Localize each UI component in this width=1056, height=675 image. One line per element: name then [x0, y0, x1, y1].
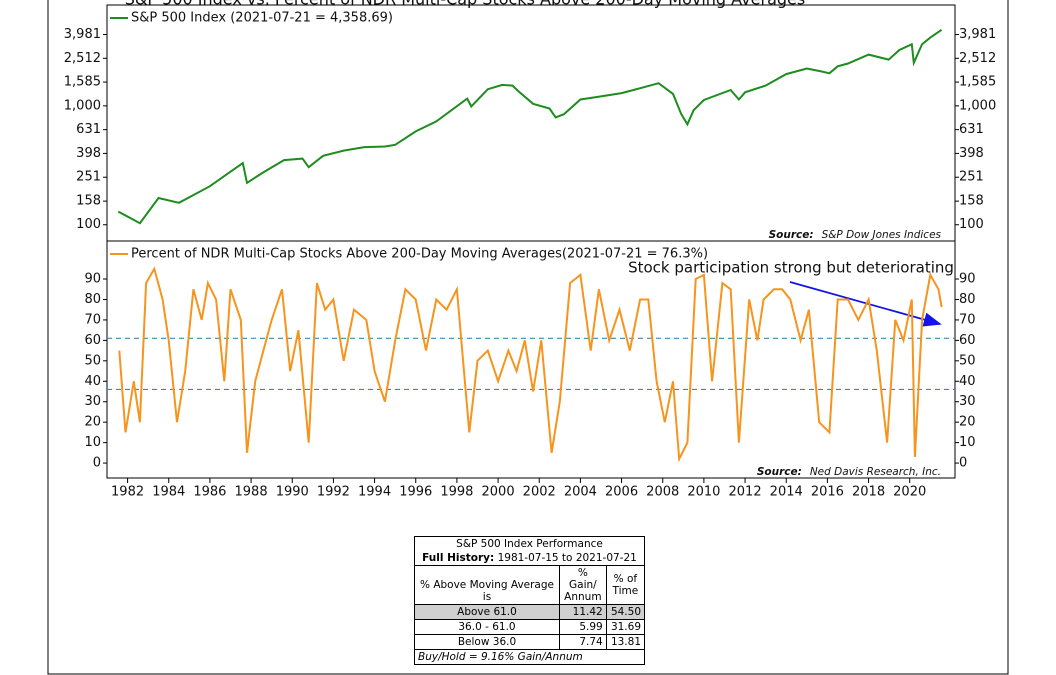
source-label: Source: — [769, 229, 814, 241]
y-tick-label: 0 — [959, 456, 967, 471]
y-tick-label: 70 — [84, 312, 101, 327]
chart-title: S&P 500 Index vs. Percent of NDR Multi-C… — [125, 0, 805, 9]
legend-label: S&P 500 Index (2021-07-21 = 4,358.69) — [131, 11, 393, 26]
y-tick-label: 70 — [959, 312, 976, 327]
x-tick-label: 1990 — [276, 485, 309, 500]
y-tick-label: 90 — [84, 272, 101, 287]
y-tick-label: 30 — [84, 394, 101, 409]
y-tick-label: 10 — [84, 435, 101, 450]
y-tick-label: 1,000 — [64, 98, 101, 113]
y-tick-label: 2,512 — [64, 51, 101, 66]
x-tick-label: 1982 — [111, 485, 144, 500]
x-tick-label: 1996 — [399, 485, 432, 500]
cell: 31.69 — [605, 619, 646, 635]
y-tick-label: 398 — [959, 146, 984, 161]
cell: 36.0 - 61.0 — [414, 619, 560, 635]
cell: 5.99 — [559, 619, 607, 635]
y-tick-label: 40 — [959, 374, 976, 389]
cell: Above 61.0 — [414, 604, 560, 620]
x-tick-label: 1986 — [193, 485, 226, 500]
y-tick-label: 2,512 — [959, 51, 996, 66]
y-tick-label: 631 — [959, 122, 984, 137]
x-tick-label: 1992 — [317, 485, 350, 500]
x-tick-label: 2020 — [893, 485, 926, 500]
y-tick-label: 80 — [959, 292, 976, 307]
x-tick-label: 2006 — [605, 485, 638, 500]
y-tick-label: 158 — [959, 194, 984, 209]
x-tick-label: 2010 — [687, 485, 720, 500]
y-tick-label: 3,981 — [64, 27, 101, 42]
history-label: Full History: — [422, 552, 495, 564]
annotation-arrow — [789, 281, 942, 327]
header-cell: % of Time — [605, 565, 646, 605]
x-tick-label: 2000 — [482, 485, 515, 500]
header-cell: % Above Moving Average is — [414, 565, 560, 605]
cell: Below 36.0 — [414, 634, 560, 650]
y-tick-label: 0 — [93, 456, 101, 471]
x-tick-label: 2018 — [852, 485, 885, 500]
y-tick-label: 60 — [959, 333, 976, 348]
source: Ned Davis Research, Inc. — [810, 466, 941, 478]
annotation: Stock participation strong but deteriora… — [628, 259, 954, 277]
series-line — [118, 266, 943, 463]
table-footer: Buy/Hold = 9.16% Gain/Annum — [414, 649, 645, 665]
cell: 54.50 — [605, 604, 646, 620]
y-tick-label: 40 — [84, 374, 101, 389]
y-tick-label: 90 — [959, 272, 976, 287]
x-tick-label: 2008 — [646, 485, 679, 500]
y-tick-label: 10 — [959, 435, 976, 450]
x-tick-label: 2004 — [564, 485, 597, 500]
legend-label: Percent of NDR Multi-Cap Stocks Above 20… — [131, 247, 708, 262]
y-tick-label: 50 — [84, 353, 101, 368]
x-tick-label: 1988 — [235, 485, 268, 500]
x-tick-label: 2012 — [729, 485, 762, 500]
y-tick-label: 1,585 — [959, 75, 996, 90]
x-tick-label: 2014 — [770, 485, 803, 500]
y-tick-label: 100 — [959, 217, 984, 232]
y-tick-label: 398 — [76, 146, 101, 161]
table-title: S&P 500 Index Performance — [414, 536, 645, 551]
performance-table: S&P 500 Index Performance Full History: … — [414, 536, 646, 665]
source-label: Source: — [757, 466, 802, 478]
panel-bottom — [106, 240, 956, 479]
y-tick-label: 50 — [959, 353, 976, 368]
y-tick-label: 251 — [959, 170, 984, 185]
header-cell: % Gain/ Annum — [559, 565, 607, 605]
x-tick-label: 2002 — [523, 485, 556, 500]
y-tick-label: 80 — [84, 292, 101, 307]
y-tick-label: 1,585 — [64, 75, 101, 90]
x-tick-label: 1998 — [440, 485, 473, 500]
y-tick-label: 631 — [76, 122, 101, 137]
y-tick-label: 20 — [959, 415, 976, 430]
y-tick-label: 3,981 — [959, 27, 996, 42]
y-tick-label: 20 — [84, 415, 101, 430]
y-tick-label: 30 — [959, 394, 976, 409]
cell: 13.81 — [605, 634, 646, 650]
series-line — [117, 28, 943, 225]
x-tick-label: 1994 — [358, 485, 391, 500]
history: 1981-07-15 to 2021-07-21 — [497, 552, 637, 564]
y-tick-label: 251 — [76, 170, 101, 185]
x-tick-label: 1984 — [152, 485, 185, 500]
frame — [47, 0, 1009, 675]
y-tick-label: 158 — [76, 194, 101, 209]
panel-top — [106, 4, 956, 242]
x-tick-label: 2016 — [811, 485, 844, 500]
y-tick-label: 1,000 — [959, 98, 996, 113]
source: S&P Dow Jones Indices — [822, 229, 942, 241]
y-tick-label: 100 — [76, 217, 101, 232]
cell: 7.74 — [559, 634, 607, 650]
cell: 11.42 — [559, 604, 607, 620]
y-tick-label: 60 — [84, 333, 101, 348]
